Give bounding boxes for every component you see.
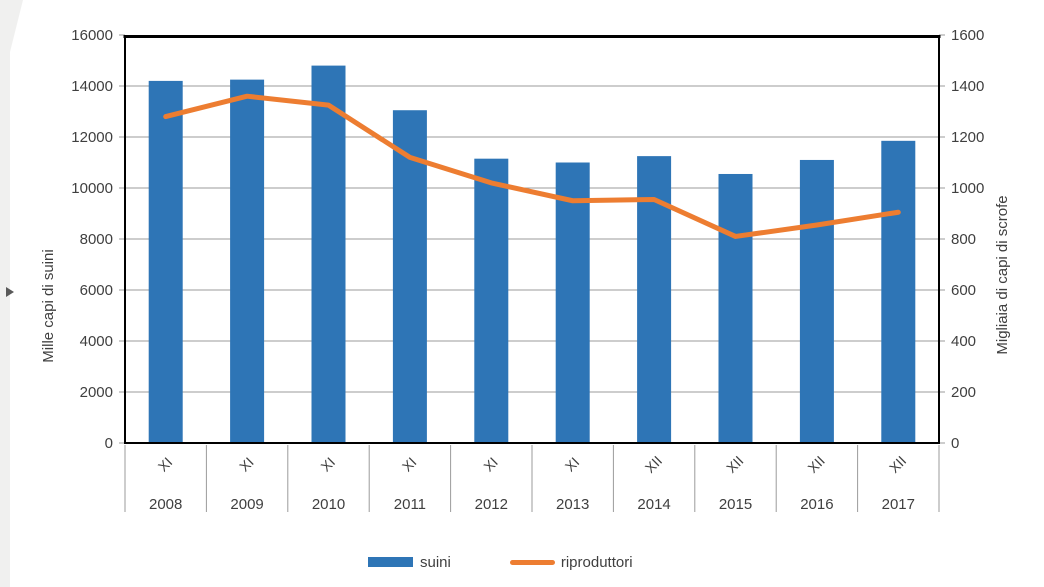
- right-axis-tick-label: 400: [951, 333, 976, 350]
- year-label: 2016: [800, 496, 833, 513]
- expand-pane-button[interactable]: [4, 285, 18, 299]
- year-label: 2012: [475, 496, 508, 513]
- year-label: 2015: [719, 496, 752, 513]
- right-axis-title: Migliaia di capi di scrofe: [994, 195, 1011, 355]
- legend-label-riproduttori: riproduttori: [560, 553, 633, 571]
- month-label: XI: [480, 454, 501, 475]
- month-label: XII: [723, 453, 746, 476]
- bar-suini-2015: [718, 173, 753, 443]
- bar-suini-2017: [881, 140, 916, 443]
- right-axis-tick-label: 600: [951, 282, 976, 299]
- side-panel-strip: [0, 0, 10, 587]
- month-label: XII: [804, 453, 827, 476]
- left-axis-tick-label: 14000: [71, 78, 113, 95]
- legend-swatch-suini: [368, 557, 413, 567]
- right-axis-tick-label: 1400: [951, 78, 984, 95]
- left-axis-tick-label: 12000: [71, 129, 113, 146]
- bar-suini-2010: [311, 65, 346, 443]
- year-label: 2011: [394, 496, 426, 513]
- month-label: XI: [562, 454, 583, 475]
- bar-suini-2012: [474, 158, 509, 444]
- right-axis-tick-label: 0: [951, 435, 959, 452]
- month-label: XI: [236, 454, 257, 475]
- right-axis-tick-label: 1200: [951, 129, 984, 146]
- year-label: 2009: [230, 496, 263, 513]
- right-axis-tick-label: 800: [951, 231, 976, 248]
- line-riproduttori: [163, 93, 901, 239]
- right-axis-tick-label: 1600: [951, 27, 984, 44]
- year-label: 2008: [149, 496, 182, 513]
- year-label: 2010: [312, 496, 345, 513]
- bar-suini-2016: [799, 159, 834, 443]
- month-label: XI: [317, 454, 338, 475]
- left-axis-tick-label: 8000: [80, 231, 113, 248]
- side-panel-corner: [10, 0, 23, 52]
- left-axis-tick-label: 16000: [71, 27, 113, 44]
- bar-suini-2011: [392, 110, 427, 443]
- chart-legend: suini riproduttori: [368, 553, 633, 571]
- left-axis-tick-label: 6000: [80, 282, 113, 299]
- bar-suini-2008: [148, 80, 183, 444]
- month-label: XI: [399, 454, 420, 475]
- year-label: 2017: [882, 496, 915, 513]
- year-label: 2013: [556, 496, 589, 513]
- left-axis-tick-label: 0: [105, 435, 113, 452]
- month-label: XII: [886, 453, 909, 476]
- expand-right-arrow-icon: [6, 287, 14, 297]
- left-axis-tick-label: 10000: [71, 180, 113, 197]
- legend-label-suini: suini: [420, 553, 451, 571]
- left-axis-tick-label: 4000: [80, 333, 113, 350]
- right-axis-tick-label: 1000: [951, 180, 984, 197]
- bar-suini-2013: [555, 162, 590, 443]
- month-label: XI: [155, 454, 176, 475]
- left-axis-title: Mille capi di suini: [40, 249, 57, 363]
- right-axis-tick-label: 200: [951, 384, 976, 401]
- legend-swatch-riproduttori: [509, 559, 555, 565]
- left-axis-tick-label: 2000: [80, 384, 113, 401]
- month-label: XII: [642, 453, 665, 476]
- year-label: 2014: [637, 496, 670, 513]
- bar-suini-2009: [230, 79, 265, 443]
